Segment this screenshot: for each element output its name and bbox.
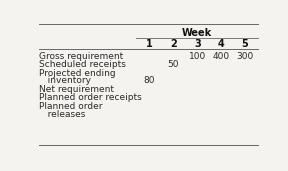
Text: Planned order: Planned order bbox=[39, 102, 103, 111]
Text: 80: 80 bbox=[144, 76, 155, 85]
Text: 4: 4 bbox=[218, 39, 225, 49]
Text: Net requirement: Net requirement bbox=[39, 85, 114, 94]
Text: 3: 3 bbox=[194, 39, 201, 49]
Text: inventory: inventory bbox=[39, 76, 91, 85]
Text: Gross requirement: Gross requirement bbox=[39, 52, 124, 61]
Text: 300: 300 bbox=[236, 52, 254, 61]
Text: 2: 2 bbox=[170, 39, 177, 49]
Text: Scheduled receipts: Scheduled receipts bbox=[39, 60, 126, 69]
Text: Planned order receipts: Planned order receipts bbox=[39, 93, 142, 102]
Text: 1: 1 bbox=[146, 39, 153, 49]
Text: 5: 5 bbox=[242, 39, 249, 49]
Text: releases: releases bbox=[39, 109, 86, 119]
Text: 400: 400 bbox=[213, 52, 230, 61]
Text: Projected ending: Projected ending bbox=[39, 69, 116, 78]
Text: 50: 50 bbox=[168, 60, 179, 69]
Text: 100: 100 bbox=[189, 52, 206, 61]
Text: Week: Week bbox=[182, 28, 212, 38]
